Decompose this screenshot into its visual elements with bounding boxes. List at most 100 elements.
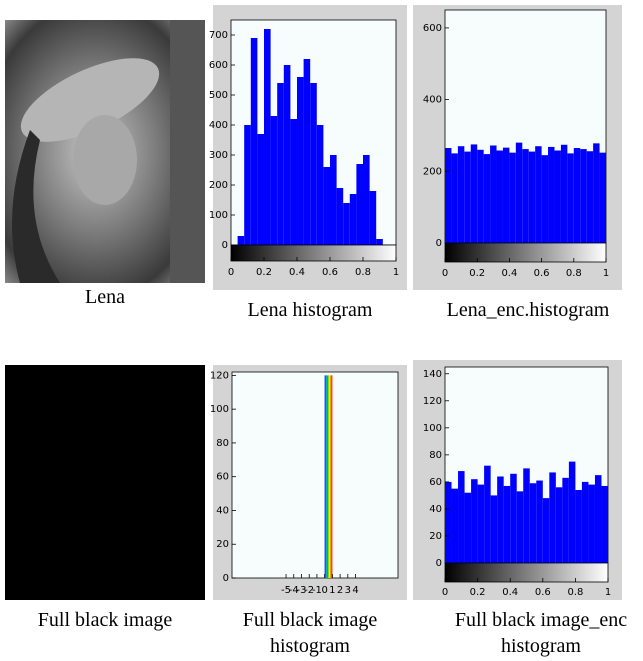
- page: {"images": [{"caption": "Lena"}, {"capti…: [0, 0, 643, 661]
- x-tick-label: 0.6: [535, 587, 551, 598]
- histogram-bar: [535, 146, 541, 243]
- histogram-bar: [477, 150, 483, 243]
- y-tick-label: 60: [216, 472, 229, 483]
- histogram-bar: [471, 144, 477, 243]
- histogram-bar: [310, 83, 317, 245]
- histogram-bar: [264, 29, 271, 245]
- x-tick-label: 0.2: [470, 587, 486, 598]
- histogram-bar: [452, 489, 459, 563]
- histogram-bar: [497, 151, 503, 243]
- histogram-bar: [580, 149, 586, 243]
- chart-caption: Lena histogram: [205, 297, 415, 323]
- histogram-bar: [251, 38, 258, 245]
- x-tick-label: 1: [393, 267, 399, 278]
- chart-caption: Full black image_enc histogram: [432, 607, 643, 659]
- x-tick-label: 4: [352, 585, 358, 596]
- histogram-bar: [588, 485, 595, 563]
- histogram-bar: [517, 491, 524, 563]
- histogram-bar: [478, 485, 485, 563]
- histogram-bar: [601, 486, 608, 563]
- y-tick-label: 500: [209, 90, 228, 101]
- histogram-bar: [516, 143, 522, 243]
- x-tick-label: 2: [337, 585, 343, 596]
- x-tick-label: 1: [605, 587, 611, 598]
- colorbar: [445, 243, 606, 262]
- histogram-bar: [497, 476, 504, 563]
- histogram-bar: [304, 59, 311, 245]
- x-tick-label: 0: [442, 587, 448, 598]
- histogram-bar: [238, 236, 245, 245]
- histogram-bar: [465, 493, 472, 563]
- histogram-bar: [567, 153, 573, 243]
- histogram-bar: [458, 471, 465, 563]
- y-tick-label: 400: [209, 120, 228, 131]
- histogram-bar: [458, 146, 464, 243]
- histogram-bar: [587, 151, 593, 243]
- black-image: [5, 365, 205, 600]
- histogram-bar: [503, 148, 509, 243]
- y-tick-label: 400: [423, 95, 442, 106]
- histogram-bar: [574, 148, 580, 243]
- histogram-bar: [561, 145, 567, 243]
- histogram-bar: [484, 466, 491, 563]
- histogram-bar: [600, 153, 606, 243]
- lena-image: [5, 20, 205, 283]
- histogram-bar: [569, 462, 576, 563]
- histogram-bar: [595, 475, 602, 563]
- histogram-bar: [445, 482, 452, 563]
- histogram-bar: [290, 119, 297, 245]
- y-tick-label: 200: [209, 180, 228, 191]
- image-caption: Lena: [0, 284, 210, 310]
- histogram-bar: [510, 474, 517, 563]
- y-tick-label: 100: [210, 404, 229, 415]
- histogram-bar: [548, 147, 554, 243]
- histogram-bar: [536, 481, 543, 563]
- y-tick-label: 0: [436, 238, 442, 249]
- histogram-bar: [376, 239, 383, 245]
- y-tick-label: 140: [423, 369, 442, 380]
- y-tick-label: 200: [423, 166, 442, 177]
- figure: 010020030040050060070000.20.40.60.810200…: [0, 0, 643, 661]
- y-tick-label: 120: [423, 396, 442, 407]
- x-tick-label: 0.4: [502, 587, 518, 598]
- histogram-bar: [350, 194, 357, 245]
- y-tick-label: 0: [436, 558, 442, 569]
- y-tick-label: 100: [423, 423, 442, 434]
- histogram-bar: [370, 191, 377, 245]
- x-tick-label: 3: [345, 585, 351, 596]
- colorbar: [231, 245, 396, 261]
- histogram-bar: [471, 479, 478, 563]
- histogram-bar: [529, 152, 535, 243]
- y-tick-label: 80: [216, 438, 229, 449]
- histogram-bar: [451, 153, 457, 243]
- y-tick-label: 0: [223, 573, 229, 584]
- histogram-bar: [257, 134, 264, 245]
- histogram-bar: [554, 151, 560, 243]
- histogram-bar: [523, 468, 530, 563]
- histogram-bar: [330, 155, 337, 245]
- x-tick-label: 0.4: [289, 267, 305, 278]
- y-tick-label: 20: [216, 539, 229, 550]
- x-tick-label: 0.6: [322, 267, 338, 278]
- x-tick-label: 0.6: [534, 268, 550, 279]
- x-tick-label: 0.8: [566, 268, 582, 279]
- histogram-bar: [297, 77, 304, 245]
- x-tick-label: 1: [329, 585, 335, 596]
- histogram-bar: [542, 155, 548, 243]
- x-tick-label: 0: [442, 268, 448, 279]
- y-tick-label: 100: [209, 210, 228, 221]
- y-tick-label: 80: [429, 450, 442, 461]
- histogram-bar: [356, 164, 363, 245]
- y-tick-label: 120: [210, 370, 229, 381]
- histogram-bar: [277, 83, 284, 245]
- y-tick-label: 40: [216, 505, 229, 516]
- image-caption: Full black image: [0, 607, 210, 633]
- y-tick-label: 700: [209, 30, 228, 41]
- colorbar: [445, 563, 608, 582]
- x-tick-label: 0.4: [501, 268, 517, 279]
- histogram-bar: [323, 167, 330, 245]
- y-tick-label: 40: [429, 504, 442, 515]
- y-tick-label: 0: [222, 240, 228, 251]
- x-tick-label: 0.8: [567, 587, 583, 598]
- plot-area: [232, 372, 398, 578]
